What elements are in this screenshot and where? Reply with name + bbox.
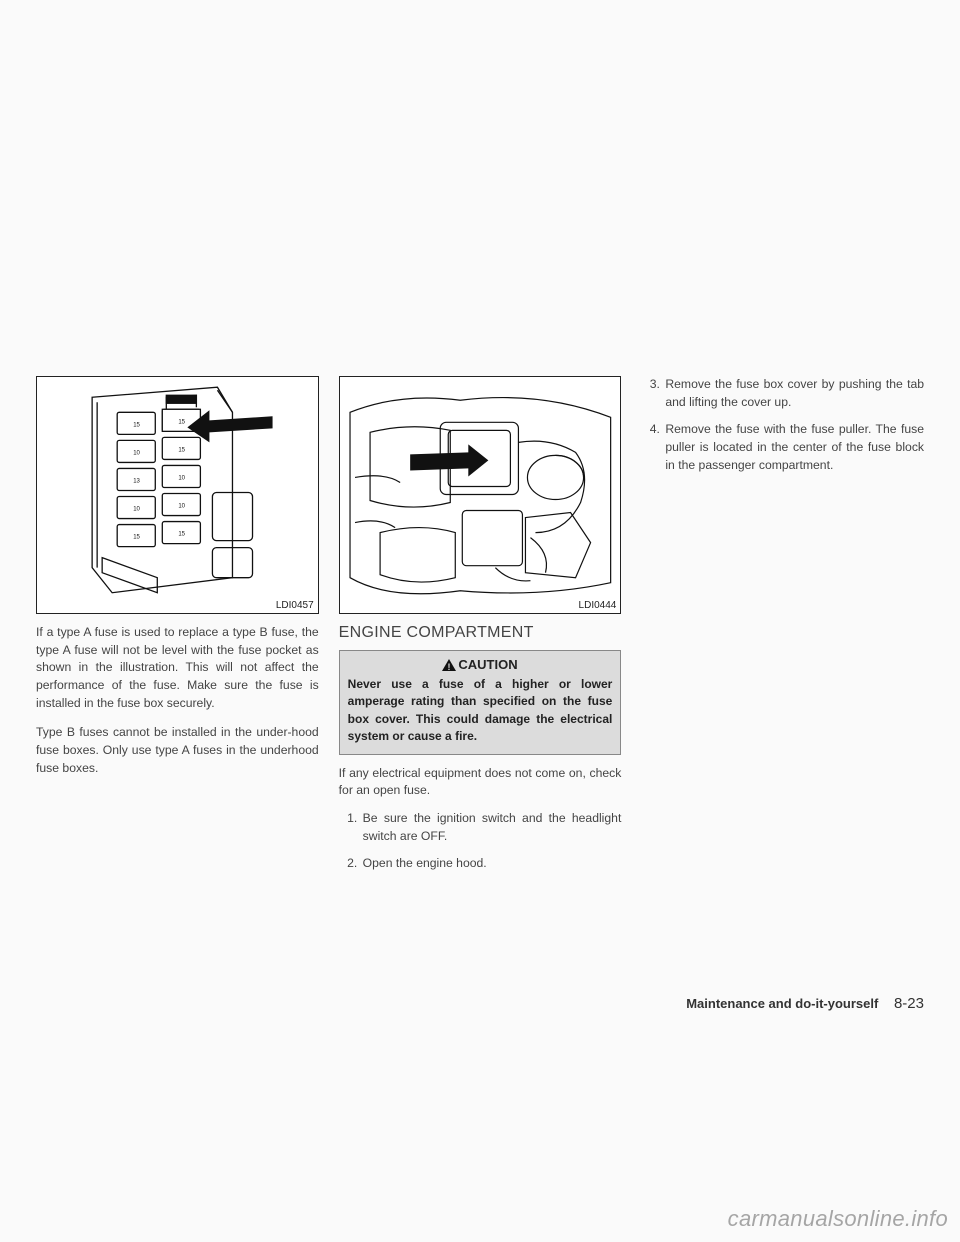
svg-text:15: 15 — [133, 422, 140, 428]
caution-header: ! CAUTION — [348, 657, 613, 672]
svg-text:!: ! — [448, 662, 451, 671]
step-3: Remove the fuse box cover by pushing the… — [663, 376, 924, 411]
svg-text:15: 15 — [178, 532, 185, 538]
figure-label-mid: LDI0444 — [579, 600, 617, 611]
step-4: Remove the fuse with the fuse puller. Th… — [663, 421, 924, 474]
page-footer: Maintenance and do-it-yourself 8-23 — [36, 995, 924, 1012]
svg-text:10: 10 — [133, 507, 140, 513]
svg-text:15: 15 — [178, 447, 185, 453]
step-2: Open the engine hood. — [361, 855, 622, 873]
col3-steps: Remove the fuse box cover by pushing the… — [641, 376, 924, 484]
col1-para1: If a type A fuse is used to replace a ty… — [36, 624, 319, 712]
caution-body: Never use a fuse of a higher or lower am… — [348, 676, 613, 746]
svg-text:15: 15 — [178, 419, 185, 425]
svg-text:10: 10 — [178, 504, 185, 510]
svg-text:10: 10 — [178, 475, 185, 481]
svg-text:15: 15 — [133, 535, 140, 541]
footer-page-number: 8-23 — [894, 995, 924, 1012]
col2-steps: Be sure the ignition switch and the head… — [339, 810, 622, 883]
page-content: 15 15 10 15 13 10 10 10 15 15 LDI0457 If a ty… — [36, 376, 924, 1006]
figure-label-left: LDI0457 — [276, 600, 314, 611]
col2-para-after: If any electrical equipment does not com… — [339, 765, 622, 800]
engine-illustration — [340, 377, 621, 613]
svg-text:13: 13 — [133, 478, 140, 484]
step-1: Be sure the ignition switch and the head… — [361, 810, 622, 845]
footer-chapter: Maintenance and do-it-yourself — [686, 996, 878, 1011]
caution-label: CAUTION — [458, 657, 517, 672]
column-2: LDI0444 ENGINE COMPARTMENT ! CAUTION Neve… — [339, 376, 622, 1006]
warning-icon: ! — [442, 659, 456, 671]
figure-engine: LDI0444 — [339, 376, 622, 614]
column-1: 15 15 10 15 13 10 10 10 15 15 LDI0457 If a ty… — [36, 376, 319, 1006]
watermark: carmanualsonline.info — [728, 1206, 948, 1232]
column-3: Remove the fuse box cover by pushing the… — [641, 376, 924, 1006]
figure-fusebox: 15 15 10 15 13 10 10 10 15 15 LDI0457 — [36, 376, 319, 614]
caution-box: ! CAUTION Never use a fuse of a higher or… — [339, 650, 622, 755]
col1-para2: Type B fuses cannot be installed in the … — [36, 724, 319, 777]
engine-compartment-heading: ENGINE COMPARTMENT — [339, 624, 622, 642]
svg-text:10: 10 — [133, 450, 140, 456]
fusebox-illustration: 15 15 10 15 13 10 10 10 15 15 — [37, 377, 318, 613]
